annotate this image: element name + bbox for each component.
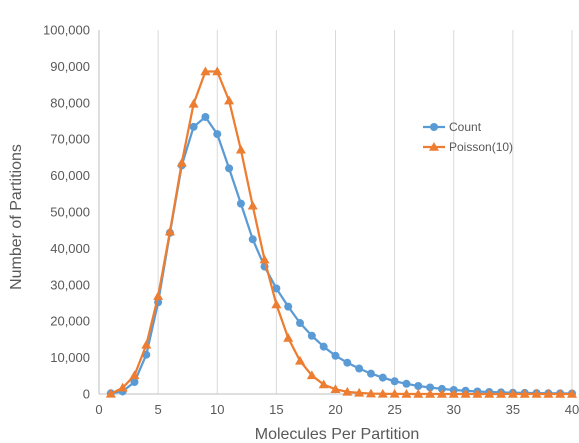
data-point	[307, 331, 316, 340]
data-point	[284, 302, 293, 311]
data-point	[283, 332, 294, 342]
data-point	[306, 370, 317, 380]
data-point	[414, 381, 423, 390]
grid-lines	[157, 30, 573, 394]
data-point	[189, 122, 198, 131]
data-point	[496, 389, 507, 398]
data-point	[164, 226, 175, 236]
series-line	[110, 115, 573, 395]
x-tick-label: 20	[328, 402, 342, 417]
data-point	[318, 379, 329, 389]
y-tick-label: 30,000	[50, 277, 90, 292]
x-tick-label: 25	[387, 402, 401, 417]
data-point	[188, 98, 199, 108]
data-point	[366, 369, 375, 378]
legend-marker	[430, 123, 438, 131]
data-point	[319, 342, 328, 351]
x-tick-label: 10	[210, 402, 224, 417]
data-point	[200, 66, 211, 76]
y-tick-label: 90,000	[50, 59, 90, 74]
y-tick-label: 70,000	[50, 132, 90, 147]
y-tick-label: 20,000	[50, 314, 90, 329]
data-point	[436, 389, 447, 398]
y-tick-label: 100,000	[43, 23, 90, 38]
series-count	[106, 112, 576, 398]
data-point	[448, 389, 459, 398]
data-point	[130, 377, 139, 386]
data-point	[201, 112, 210, 121]
legend-entry: Poisson(10)	[423, 140, 513, 154]
y-tick-label: 60,000	[50, 168, 90, 183]
data-point	[105, 388, 116, 398]
data-point	[296, 319, 305, 328]
data-point	[259, 254, 270, 264]
data-point	[213, 130, 222, 139]
series-poisson	[105, 66, 577, 398]
data-point	[342, 386, 353, 396]
data-point	[507, 389, 518, 398]
x-tick-label: 40	[565, 402, 579, 417]
data-point	[247, 200, 258, 210]
data-point	[224, 95, 235, 105]
y-tick-label: 50,000	[50, 205, 90, 220]
data-point	[331, 351, 340, 360]
data-point	[484, 389, 495, 398]
data-point	[531, 389, 542, 398]
y-tick-label: 10,000	[50, 350, 90, 365]
data-point	[153, 291, 164, 300]
data-point	[212, 66, 223, 76]
data-point	[413, 389, 424, 398]
series-layer	[105, 66, 577, 398]
y-tick-label: 80,000	[50, 95, 90, 110]
data-point	[519, 389, 530, 398]
data-point	[377, 388, 388, 398]
data-point	[271, 299, 282, 309]
y-tick-label: 40,000	[50, 241, 90, 256]
y-axis-label: Number of Partitions	[8, 144, 25, 290]
data-point	[248, 235, 257, 244]
x-tick-label: 5	[155, 402, 162, 417]
data-point	[141, 339, 152, 349]
data-point	[389, 388, 400, 398]
data-point	[425, 389, 436, 398]
y-tick-label: 0	[83, 387, 90, 402]
x-tick-label: 0	[95, 402, 102, 417]
legend-marker	[429, 142, 439, 151]
data-point	[543, 389, 554, 398]
data-point	[555, 389, 566, 398]
data-point	[567, 389, 577, 398]
data-point	[343, 358, 352, 367]
legend-entry: Count	[423, 120, 482, 134]
data-point	[272, 284, 281, 293]
data-point	[295, 355, 306, 365]
data-point	[330, 384, 341, 394]
data-point	[235, 144, 246, 154]
data-point	[402, 379, 411, 388]
x-tick-label: 30	[447, 402, 461, 417]
data-point	[117, 382, 128, 392]
data-point	[176, 157, 187, 167]
legend: Count Poisson(10)	[423, 120, 513, 154]
series-line	[110, 70, 572, 396]
data-point	[365, 388, 376, 398]
data-point	[390, 377, 399, 386]
x-axis-label: Molecules Per Partition	[255, 426, 420, 443]
data-point	[437, 384, 446, 393]
data-point	[426, 383, 435, 392]
data-point	[378, 373, 387, 382]
legend-label: Poisson(10)	[449, 140, 513, 154]
data-point	[401, 388, 412, 398]
data-point	[460, 389, 471, 398]
data-point	[236, 199, 245, 208]
x-tick-label: 15	[269, 402, 283, 417]
data-point	[472, 389, 483, 398]
data-point	[355, 364, 364, 373]
data-point	[129, 370, 140, 380]
x-tick-label: 35	[506, 402, 520, 417]
legend-label: Count	[449, 120, 482, 134]
tick-labels: 0 5 10 15 20 25 30 35 40 0 10,000 20,000 30,000 40,00…	[43, 23, 579, 418]
data-point	[225, 164, 234, 173]
data-point	[354, 387, 365, 397]
